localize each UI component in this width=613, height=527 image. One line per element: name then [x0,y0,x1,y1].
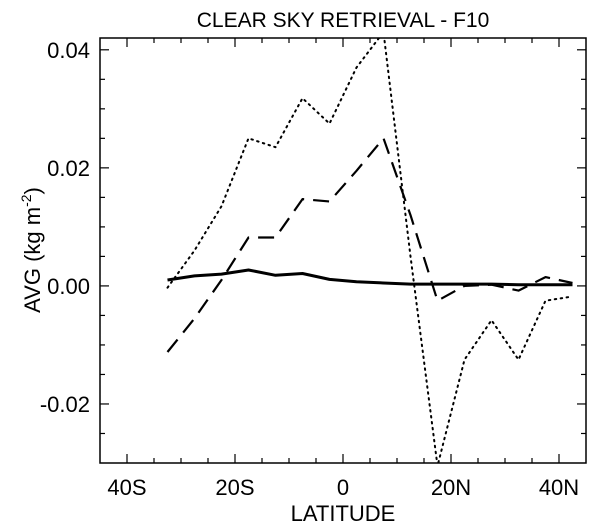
x-tick-label: 40N [539,475,579,500]
y-tick-label: 0.00 [47,274,90,299]
y-axis-title-suffix: ) [20,187,45,194]
x-tick-label: 20N [431,475,471,500]
x-tick-label: 20S [215,475,254,500]
x-tick-label: 40S [107,475,146,500]
series-line-dotted [166,38,574,463]
y-axis-title: AVG (kg m-2) [18,187,45,313]
series-line-dashed [166,137,573,353]
series-layer [166,38,574,463]
plot-frame [99,37,587,464]
axis-ticks [100,38,586,463]
tick-labels: 40S 20S 0 20N 40N 0.04 0.02 0.00 -0.02 [40,38,579,500]
y-tick-label: 0.04 [47,38,90,63]
y-tick-label: 0.02 [47,156,90,181]
y-axis-title-prefix: AVG (kg m [20,207,45,313]
x-axis-title: LATITUDE [291,501,396,526]
y-tick-label: -0.02 [40,392,90,417]
chart-title: CLEAR SKY RETRIEVAL - F10 [197,9,490,32]
series-line-solid [167,268,573,287]
x-tick-label: 0 [337,475,349,500]
y-axis-title-exponent: -2 [18,194,34,207]
